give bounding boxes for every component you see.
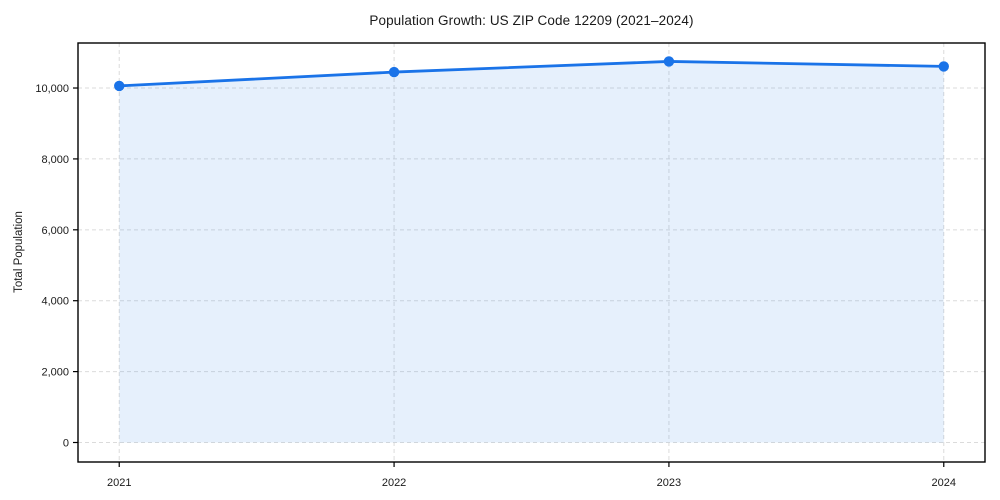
x-tick-label: 2023 [657, 477, 681, 489]
y-tick-label: 0 [63, 438, 69, 450]
data-point-2021 [114, 80, 125, 92]
chart-title: Population Growth: US ZIP Code 12209 (20… [369, 13, 694, 28]
y-tick-label: 8,000 [41, 154, 69, 166]
data-point-2024 [938, 61, 949, 72]
plot-border [77, 42, 986, 463]
x-tick-label: 2021 [107, 477, 131, 489]
data-point-2022 [388, 66, 400, 78]
x-tick-label: 2024 [932, 477, 956, 489]
y-tick-label: 2,000 [41, 367, 69, 379]
y-tick-label: 6,000 [41, 225, 69, 237]
data-point-2023 [663, 56, 675, 67]
area-fill [119, 61, 944, 443]
population-line [117, 60, 946, 88]
x-tick-label: 2022 [382, 477, 406, 489]
y-tick-label: 4,000 [41, 296, 69, 308]
y-tick-label: 10,000 [35, 83, 69, 95]
